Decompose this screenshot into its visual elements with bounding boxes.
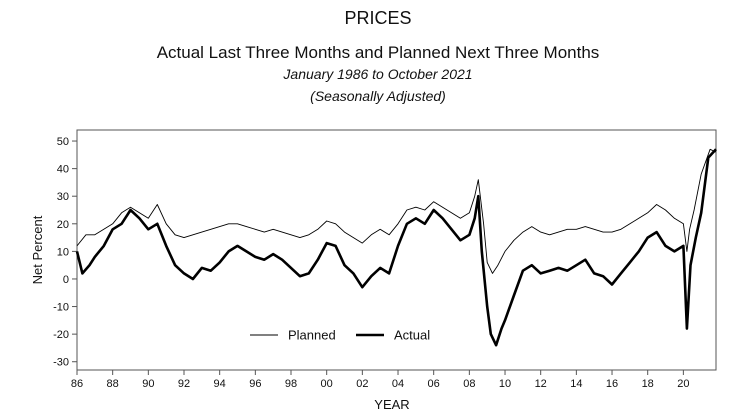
legend-label-actual: Actual (394, 328, 430, 343)
y-tick-label: -10 (53, 302, 69, 314)
y-tick-label: 10 (57, 246, 69, 258)
x-tick-label: 92 (178, 378, 190, 390)
x-tick-label: 12 (535, 378, 547, 390)
x-tick-label: 94 (214, 378, 226, 390)
x-tick-label: 16 (606, 378, 618, 390)
x-tick-label: 06 (428, 378, 440, 390)
legend: Planned Actual (250, 328, 430, 343)
x-tick-label: 14 (570, 378, 582, 390)
y-axis-label: Net Percent (30, 215, 45, 284)
axes: -30 -20 -10 0 10 20 30 40 50 86 88 90 92 94 96 98 00 02 04… (53, 129, 717, 390)
x-tick-label: 90 (142, 378, 154, 390)
x-tick-label: 20 (677, 378, 689, 390)
x-tick-label: 00 (321, 378, 333, 390)
y-tick-label: -20 (53, 329, 69, 341)
series-group (75, 148, 717, 347)
x-tick-label: 08 (463, 378, 475, 390)
series-line-planned (76, 148, 717, 274)
x-tick-label: 10 (499, 378, 511, 390)
adjustment-note: (Seasonally Adjusted) (310, 88, 446, 104)
y-tick-label: 50 (57, 136, 69, 148)
chart-title: PRICES (344, 8, 412, 28)
series-line-actual (75, 148, 717, 347)
x-tick-label: 86 (71, 378, 83, 390)
x-tick-label: 04 (392, 378, 404, 390)
y-tick-label: -30 (53, 357, 69, 369)
y-tick-label: 0 (63, 274, 69, 286)
date-range: January 1986 to October 2021 (283, 66, 473, 82)
chart-subtitle: Actual Last Three Months and Planned Nex… (156, 43, 600, 62)
plot-frame (76, 129, 717, 371)
x-tick-label: 96 (249, 378, 261, 390)
x-axis-label: YEAR (374, 397, 409, 412)
x-tick-label: 98 (285, 378, 297, 390)
y-tick-label: 40 (57, 164, 69, 176)
x-tick-label: 88 (107, 378, 119, 390)
x-tick-label: 18 (642, 378, 654, 390)
y-tick-label: 20 (57, 219, 69, 231)
legend-label-planned: Planned (288, 328, 336, 343)
y-tick-label: 30 (57, 191, 69, 203)
x-tick-label: 02 (356, 378, 368, 390)
